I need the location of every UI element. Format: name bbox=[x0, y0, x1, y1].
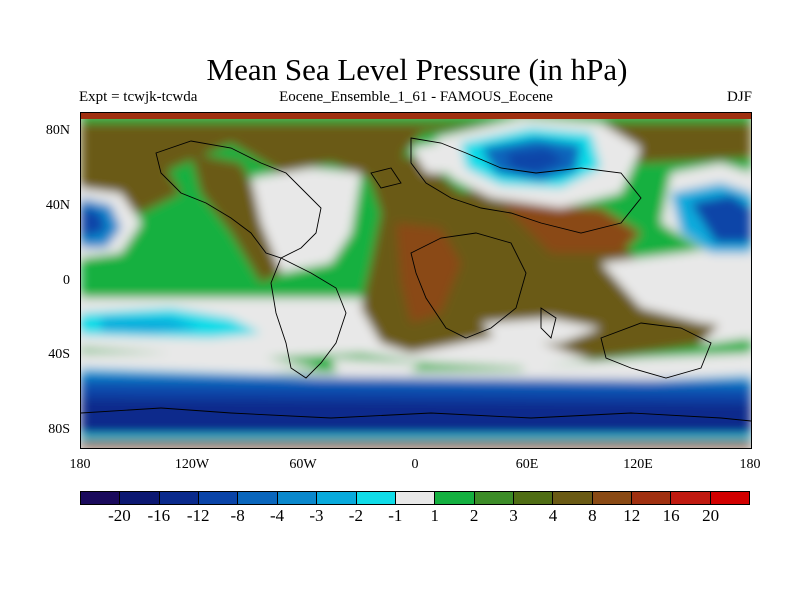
colorbar-swatch bbox=[671, 492, 711, 504]
colorbar-label: -4 bbox=[269, 506, 285, 525]
lon-label-60e: 60E bbox=[515, 457, 539, 472]
map-title: Mean Sea Level Pressure (in hPa) bbox=[206, 52, 628, 87]
colorbar-swatch bbox=[199, 492, 239, 504]
season-label: DJF bbox=[726, 89, 752, 105]
colorbar-label: 20 bbox=[702, 506, 720, 525]
colorbar bbox=[80, 491, 750, 505]
lat-label-80s: 80S bbox=[48, 422, 70, 437]
colorbar-label: -16 bbox=[147, 506, 171, 525]
colorbar-label: 8 bbox=[588, 506, 597, 525]
ensemble-label: Eocene_Ensemble_1_61 - FAMOUS_Eocene bbox=[279, 89, 553, 105]
lon-label-180e: 180 bbox=[739, 457, 761, 472]
colorbar-swatch bbox=[632, 492, 672, 504]
colorbar-swatch bbox=[435, 492, 475, 504]
coastlines bbox=[81, 137, 751, 422]
colorbar-label: 1 bbox=[430, 506, 439, 525]
colorbar-swatch bbox=[474, 492, 514, 504]
experiment-label: Expt = tcwjk-tcwda bbox=[79, 89, 198, 105]
colorbar-swatch bbox=[592, 492, 633, 504]
colorbar-label: -1 bbox=[388, 506, 403, 525]
colorbar-label: 2 bbox=[469, 506, 479, 525]
colorbar-label: -12 bbox=[186, 506, 210, 525]
colorbar-swatch bbox=[120, 492, 160, 504]
lon-label-60w: 60W bbox=[289, 457, 317, 472]
colorbar-label: 4 bbox=[548, 506, 558, 525]
pressure-map bbox=[80, 112, 752, 449]
colorbar-label: 12 bbox=[623, 506, 641, 525]
colorbar-swatch bbox=[238, 492, 278, 504]
lon-label-120e: 120E bbox=[623, 457, 653, 472]
lat-label-40s: 40S bbox=[48, 347, 70, 362]
colorbar-label: -3 bbox=[309, 506, 324, 525]
colorbar-swatch bbox=[356, 492, 396, 504]
colorbar-swatch bbox=[277, 492, 318, 504]
colorbar-label: 3 bbox=[509, 506, 518, 525]
lon-label-0: 0 bbox=[411, 457, 419, 472]
lon-label-180w: 180 bbox=[69, 457, 91, 472]
lon-label-120w: 120W bbox=[174, 457, 210, 472]
colorbar-label: 16 bbox=[662, 506, 680, 525]
colorbar-label: -2 bbox=[348, 506, 363, 525]
colorbar-swatch bbox=[395, 492, 436, 504]
lat-label-80n: 80N bbox=[45, 123, 70, 138]
lat-label-40n: 40N bbox=[45, 198, 70, 213]
colorbar-swatch bbox=[553, 492, 593, 504]
colorbar-label: -8 bbox=[230, 506, 245, 525]
colorbar-swatch bbox=[81, 492, 121, 504]
colorbar-swatch bbox=[159, 492, 200, 504]
colorbar-swatch bbox=[317, 492, 357, 504]
colorbar-swatch bbox=[513, 492, 554, 504]
colorbar-label: -20 bbox=[108, 506, 131, 525]
lat-label-equator: 0 bbox=[63, 273, 70, 288]
pressure-field bbox=[81, 113, 751, 448]
colorbar-swatch bbox=[710, 492, 750, 504]
